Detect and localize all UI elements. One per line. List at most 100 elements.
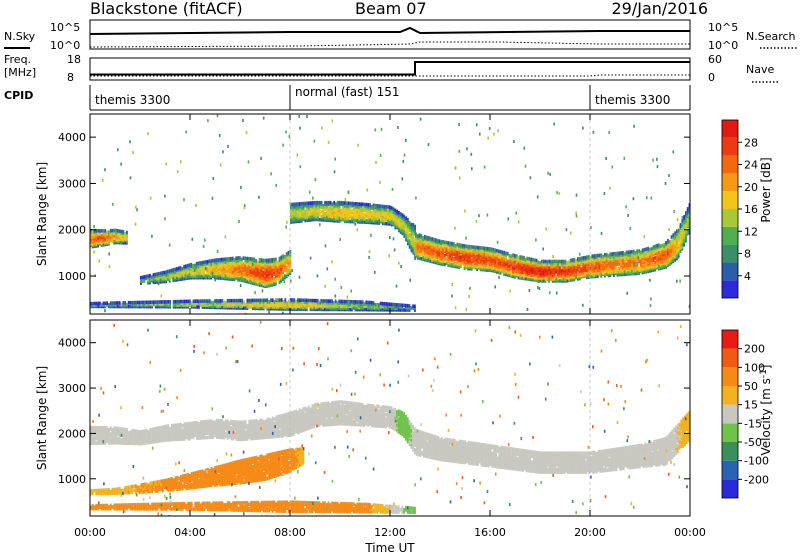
echo-cell <box>382 205 384 209</box>
echo-cell <box>99 302 101 306</box>
scatter-cell <box>285 226 287 229</box>
echo-cell <box>310 299 312 303</box>
nsky-label: N.Sky <box>4 30 36 43</box>
echo-cell <box>169 300 171 304</box>
echo-cell <box>112 301 114 305</box>
echo-cell <box>257 299 259 303</box>
echo-cell <box>319 204 321 208</box>
echo-cell <box>581 257 583 261</box>
echo-cell <box>158 272 160 276</box>
scatter-cell <box>400 265 402 268</box>
echo-cell <box>156 272 158 276</box>
echo-cell <box>185 264 187 268</box>
echo-cell <box>405 304 407 308</box>
echo-cell <box>145 275 147 279</box>
echo-cell <box>528 257 530 261</box>
echo-cell <box>212 304 214 308</box>
echo-cell <box>313 299 315 303</box>
scatter-cell <box>289 135 291 138</box>
echo-cell <box>453 257 455 261</box>
echo-cell <box>415 232 417 236</box>
echo-cell <box>351 209 353 213</box>
echo-cell <box>183 265 185 269</box>
echo-cell <box>624 252 626 256</box>
echo-cell <box>187 275 189 279</box>
noise-tick-high-left: 10^5 <box>50 21 80 34</box>
scatter-cell <box>681 246 683 249</box>
scatter-cell <box>203 245 205 248</box>
echo-cell <box>173 303 175 307</box>
scatter-cell <box>624 157 626 160</box>
echo-cell <box>154 273 156 277</box>
echo-cell <box>411 223 413 227</box>
echo-cell <box>396 210 398 214</box>
echo-cell <box>394 209 396 213</box>
scatter-cell <box>646 196 648 199</box>
echo-cell <box>310 302 312 306</box>
scatter-cell <box>679 280 681 283</box>
echo-cell <box>588 255 590 259</box>
echo-cell <box>232 299 234 303</box>
echo-cell <box>514 254 516 258</box>
scatter-cell <box>109 265 111 268</box>
scatter-cell <box>489 127 491 130</box>
echo-cell <box>212 259 214 263</box>
echo-cell <box>128 301 130 305</box>
echo-cell <box>274 305 276 309</box>
echo-cell <box>662 244 664 248</box>
echo-cell <box>319 308 321 312</box>
echo-cell <box>378 204 380 208</box>
echo-cell <box>167 270 169 274</box>
echo-cell <box>582 265 584 269</box>
scatter-cell <box>582 304 584 307</box>
freq-trace <box>90 62 690 75</box>
echo-cell <box>489 268 491 272</box>
echo-cell <box>189 300 191 304</box>
echo-cell <box>414 225 416 229</box>
echo-cell <box>577 263 579 267</box>
echo-cell <box>340 209 342 213</box>
echo-cell <box>279 298 281 302</box>
scatter-cell <box>553 123 555 126</box>
echo-cell <box>373 301 375 305</box>
echo-cell <box>181 267 183 271</box>
noise-tick-high-right: 10^5 <box>708 21 738 34</box>
echo-cell <box>500 250 502 254</box>
echo-cell <box>324 299 326 303</box>
echo-cell <box>108 303 110 307</box>
echo-cell <box>241 299 243 303</box>
echo-cell <box>678 229 680 233</box>
echo-cell <box>633 250 635 254</box>
noise-panel: N.Sky 10^5 10^0 10^5 10^0 N.Search <box>4 20 798 52</box>
scatter-cell <box>484 166 486 169</box>
echo-cell <box>262 271 264 275</box>
echo-cell <box>409 233 411 237</box>
cpid-segment-3: themis 3300 <box>595 93 670 107</box>
scatter-cell <box>397 126 399 129</box>
echo-cell <box>315 201 317 205</box>
echo-cell <box>95 302 97 306</box>
echo-cell <box>383 302 385 306</box>
echo-cell <box>265 305 267 309</box>
scatter-cell <box>570 232 572 235</box>
echo-cell <box>113 240 115 244</box>
freq-unit: [MHz] <box>4 66 36 79</box>
scatter-cell <box>292 269 294 272</box>
scatter-cell <box>117 148 119 151</box>
echo-cell <box>358 300 360 304</box>
scatter-cell <box>207 119 209 122</box>
scatter-cell <box>556 292 558 295</box>
echo-cell <box>444 254 446 258</box>
echo-cell <box>422 236 424 240</box>
scatter-cell <box>394 248 396 251</box>
echo-cell <box>207 267 209 271</box>
scatter-cell <box>455 167 457 170</box>
scatter-cell <box>169 244 171 247</box>
echo-cell <box>220 304 222 308</box>
echo-cell <box>108 234 110 238</box>
scatter-cell <box>582 127 584 130</box>
echo-cell <box>148 301 150 305</box>
echo-cell <box>112 234 114 238</box>
echo-cell <box>355 300 357 304</box>
echo-cell <box>552 260 554 264</box>
